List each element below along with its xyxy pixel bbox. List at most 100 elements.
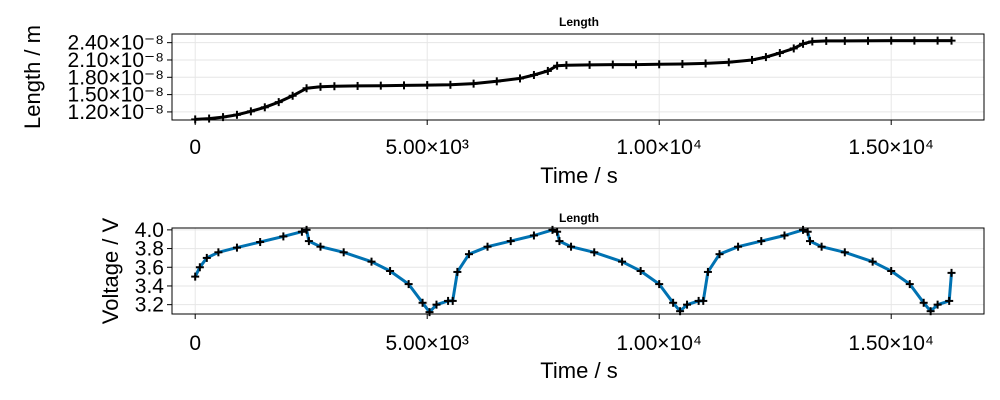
voltage-data-point: [367, 257, 376, 266]
length-data-point: [246, 107, 255, 116]
voltage-data-point: [590, 248, 599, 257]
voltage-x-tick-label: 0: [189, 332, 201, 355]
voltage-data-point: [567, 242, 576, 251]
length-y-tick-label: 1.50×10⁻⁸: [68, 84, 164, 107]
length-data-point: [864, 36, 872, 45]
voltage-data-point: [715, 250, 724, 259]
length-data-point: [761, 53, 770, 62]
voltage-data-point: [868, 257, 877, 266]
length-data-point: [799, 39, 808, 48]
voltage-data-point: [703, 267, 712, 276]
voltage-title: Length: [559, 211, 599, 225]
voltage-y-tick-label: 3.4: [135, 275, 165, 298]
voltage-data-point: [448, 296, 457, 305]
voltage-data-point: [734, 242, 743, 251]
voltage-data-point: [302, 225, 311, 234]
voltage-data-point: [339, 248, 348, 257]
length-ticks: 0 5.00×10³ 1.00×10⁴ 1.50×10⁴ 1.20×10⁻⁸1.50×1…: [68, 32, 934, 159]
voltage-data-point: [297, 227, 306, 236]
voltage-y-tick-label: 3.6: [135, 256, 164, 279]
length-data-point: [330, 82, 339, 91]
length-data-point: [748, 55, 756, 64]
length-data-point: [553, 61, 562, 70]
length-data-point: [302, 84, 311, 93]
voltage-data-point: [799, 225, 808, 234]
length-x-tick-label: 1.50×10⁴: [848, 136, 934, 159]
length-data-point: [910, 36, 919, 45]
voltage-data-point: [933, 300, 942, 309]
length-data-point: [808, 37, 817, 46]
length-data-point: [701, 59, 710, 68]
voltage-data-point: [425, 308, 434, 317]
voltage-panel: Length 0 5.00×10³ 1.00×10⁴ 1.50×10⁴3.23.43.…: [98, 211, 985, 383]
voltage-y-tick-label: 3.8: [135, 238, 164, 261]
length-data-point: [655, 60, 664, 69]
voltage-data-point: [840, 248, 849, 257]
voltage-data-point: [195, 263, 204, 272]
voltage-data-point: [453, 267, 462, 276]
voltage-data-point: [945, 296, 954, 305]
voltage-data-point: [553, 227, 562, 236]
length-data-point: [585, 60, 594, 69]
voltage-data-point: [202, 253, 211, 262]
length-data-point: [492, 77, 501, 86]
length-data-point: [469, 79, 478, 88]
length-data-point: [562, 61, 571, 70]
length-data-point: [376, 81, 385, 90]
length-data-point: [316, 82, 325, 91]
length-data-point: [423, 81, 432, 90]
length-data-point: [446, 80, 455, 89]
length-y-tick-label: 2.40×10⁻⁸: [68, 32, 164, 55]
voltage-data-point: [483, 242, 492, 251]
voltage-data-point: [780, 231, 789, 240]
length-data-point: [678, 60, 687, 69]
voltage-data-point: [316, 242, 325, 251]
length-y-axis-label: Length / m: [20, 25, 45, 129]
voltage-data-point: [817, 242, 826, 251]
voltage-data-point: [636, 267, 645, 275]
length-x-axis-label: Time / s: [540, 163, 617, 188]
voltage-data-point: [418, 298, 427, 307]
voltage-y-tick-label: 3.2: [135, 294, 164, 317]
length-data-point: [608, 60, 617, 69]
voltage-data-point: [806, 237, 814, 246]
length-x-tick-label: 5.00×10³: [385, 136, 469, 159]
length-y-tick-label: 1.20×10⁻⁸: [68, 101, 164, 124]
voltage-data-point: [214, 248, 223, 257]
length-panel: Length 0 5.00×10³ 1.00×10⁴ 1.50×10⁴ 1.20×10⁻…: [20, 15, 985, 188]
length-data-point: [529, 70, 538, 79]
length-data-point: [822, 36, 831, 45]
voltage-data-point: [555, 237, 564, 246]
length-y-tick-label: 1.80×10⁻⁸: [68, 66, 164, 89]
voltage-data-point: [304, 237, 313, 246]
voltage-x-tick-label: 1.00×10⁴: [616, 332, 702, 355]
voltage-x-tick-label: 1.50×10⁴: [848, 332, 934, 355]
voltage-x-tick-label: 5.00×10³: [385, 332, 469, 355]
length-data-point: [775, 49, 784, 58]
length-data-point: [887, 36, 896, 45]
voltage-x-axis-label: Time / s: [540, 358, 617, 383]
voltage-y-tick-label: 4.0: [135, 219, 164, 242]
voltage-data-point: [386, 267, 395, 275]
voltage-data-point: [256, 238, 265, 247]
length-title: Length: [559, 15, 599, 29]
voltage-y-axis-label: Voltage / V: [98, 217, 123, 324]
length-data-point: [632, 60, 640, 69]
voltage-data-point: [232, 243, 241, 252]
length-data-point: [840, 36, 849, 45]
voltage-data-point: [803, 227, 812, 236]
voltage-data-point: [669, 298, 678, 307]
length-data-point: [288, 91, 297, 100]
length-data-point: [260, 103, 269, 112]
voltage-data-point: [887, 267, 896, 275]
voltage-data-point: [683, 300, 692, 309]
voltage-data-point: [404, 280, 413, 289]
length-data-point: [724, 58, 733, 67]
length-series-line: [195, 39, 952, 121]
voltage-grid: [172, 228, 984, 314]
voltage-series: [191, 225, 956, 317]
length-x-tick-label: 1.00×10⁴: [616, 136, 702, 159]
voltage-plot-frame: [171, 227, 985, 315]
length-data-point: [353, 81, 362, 90]
length-data-point: [543, 66, 552, 75]
